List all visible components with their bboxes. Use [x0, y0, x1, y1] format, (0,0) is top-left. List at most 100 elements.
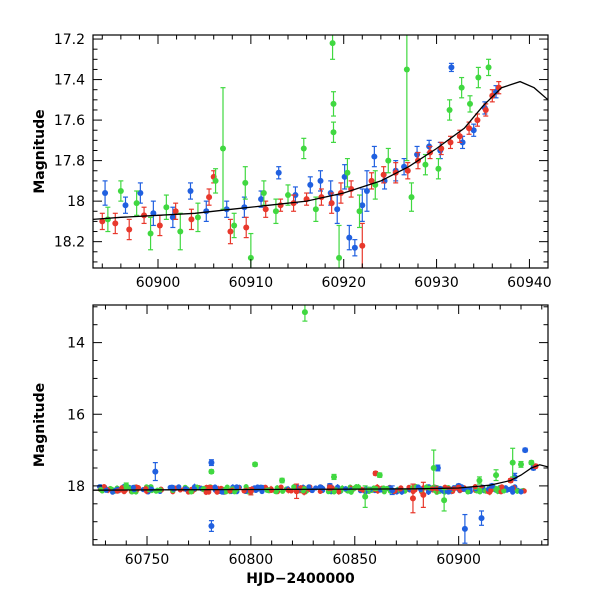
plot-area [93, 305, 548, 544]
y-tick-label: 17.6 [54, 113, 85, 129]
data-point [104, 206, 111, 233]
data-point [356, 194, 363, 229]
data-point [272, 198, 279, 225]
data-point [509, 447, 516, 478]
data-point [163, 194, 170, 220]
data-point [243, 216, 250, 239]
data-point [177, 212, 184, 251]
data-point [470, 123, 477, 137]
data-point [371, 145, 378, 168]
data-point [385, 147, 392, 174]
bottom-panel: 60750 60800 60850 60900 14 16 18 Magnitude HJD−2… [32, 304, 549, 587]
data-point [208, 459, 215, 467]
data-point [435, 157, 442, 180]
data-point [475, 66, 482, 89]
data-point [348, 180, 355, 198]
baseline-point [278, 484, 284, 490]
y-axis-title: Magnitude [32, 109, 48, 193]
baseline-point [214, 489, 220, 495]
data-point [408, 182, 415, 212]
data-point [187, 182, 194, 200]
baseline-point [499, 484, 505, 490]
baseline-point [231, 489, 238, 495]
data-point [403, 35, 410, 162]
data-point [528, 459, 535, 466]
data-point [446, 99, 453, 121]
data-point [434, 464, 441, 472]
data-point [122, 196, 129, 214]
plot-frame [92, 304, 549, 546]
data-point [141, 206, 148, 225]
data-point [336, 224, 343, 268]
baseline-point [518, 488, 524, 495]
data-point [194, 202, 201, 233]
data-point [341, 164, 348, 190]
baseline-point [488, 487, 494, 494]
series-2 [104, 35, 492, 268]
data-point [112, 212, 119, 235]
data-point [430, 449, 437, 487]
data-point [208, 468, 215, 475]
x-tick-label: 60850 [333, 552, 378, 568]
data-point [220, 87, 226, 210]
data-point [363, 170, 370, 212]
baseline-point [234, 484, 240, 490]
baseline-point [148, 486, 154, 492]
data-point [448, 62, 455, 73]
data-point [489, 89, 496, 103]
data-point [401, 157, 408, 176]
data-point [493, 469, 500, 482]
baseline-point [477, 487, 483, 493]
data-point [150, 200, 157, 227]
baseline-point [114, 488, 120, 494]
data-point [279, 477, 286, 484]
data-point [362, 485, 369, 508]
baseline-point [130, 484, 136, 490]
data-point [346, 224, 353, 251]
data-point [330, 121, 337, 143]
baseline-point [306, 484, 312, 490]
data-point [334, 194, 341, 225]
y-tick-label: 18 [67, 194, 85, 210]
data-point [404, 162, 411, 180]
x-tick-label: 60900 [436, 552, 481, 568]
data-point [485, 58, 492, 77]
data-point [344, 157, 351, 188]
data-point [329, 35, 336, 60]
data-point [517, 460, 524, 468]
x-tick-label: 60910 [229, 275, 274, 291]
baseline-point [264, 487, 270, 493]
y-axis-title: Magnitude [32, 383, 48, 467]
y-tick-label: 14 [67, 336, 85, 352]
baseline-point [176, 484, 182, 490]
data-point [212, 168, 219, 194]
y-tick-label: 16 [67, 407, 85, 423]
data-point [330, 91, 337, 117]
data-point [522, 447, 529, 454]
data-point [188, 208, 195, 231]
data-point [351, 239, 358, 257]
y-tick-label: 18 [67, 479, 85, 495]
baseline-point [465, 489, 471, 495]
baseline-point [501, 488, 507, 494]
x-tick-label: 60940 [507, 275, 552, 291]
data-point [133, 190, 140, 216]
data-point [376, 472, 383, 479]
data-point [247, 232, 254, 268]
data-point [331, 473, 338, 481]
data-point [208, 520, 215, 532]
data-point [372, 170, 379, 200]
data-point [317, 170, 324, 192]
x-tick-label: 60930 [414, 275, 459, 291]
baseline-point [445, 489, 452, 495]
data-point [117, 180, 124, 202]
data-point [102, 180, 109, 206]
data-point [126, 218, 133, 241]
x-tick-label: 60800 [229, 552, 274, 568]
y-tick-label: 18.2 [54, 235, 85, 251]
series-1 [99, 80, 502, 268]
data-point [478, 510, 485, 526]
baseline-point [331, 489, 337, 495]
data-point [260, 180, 267, 206]
baseline-point [509, 485, 515, 491]
